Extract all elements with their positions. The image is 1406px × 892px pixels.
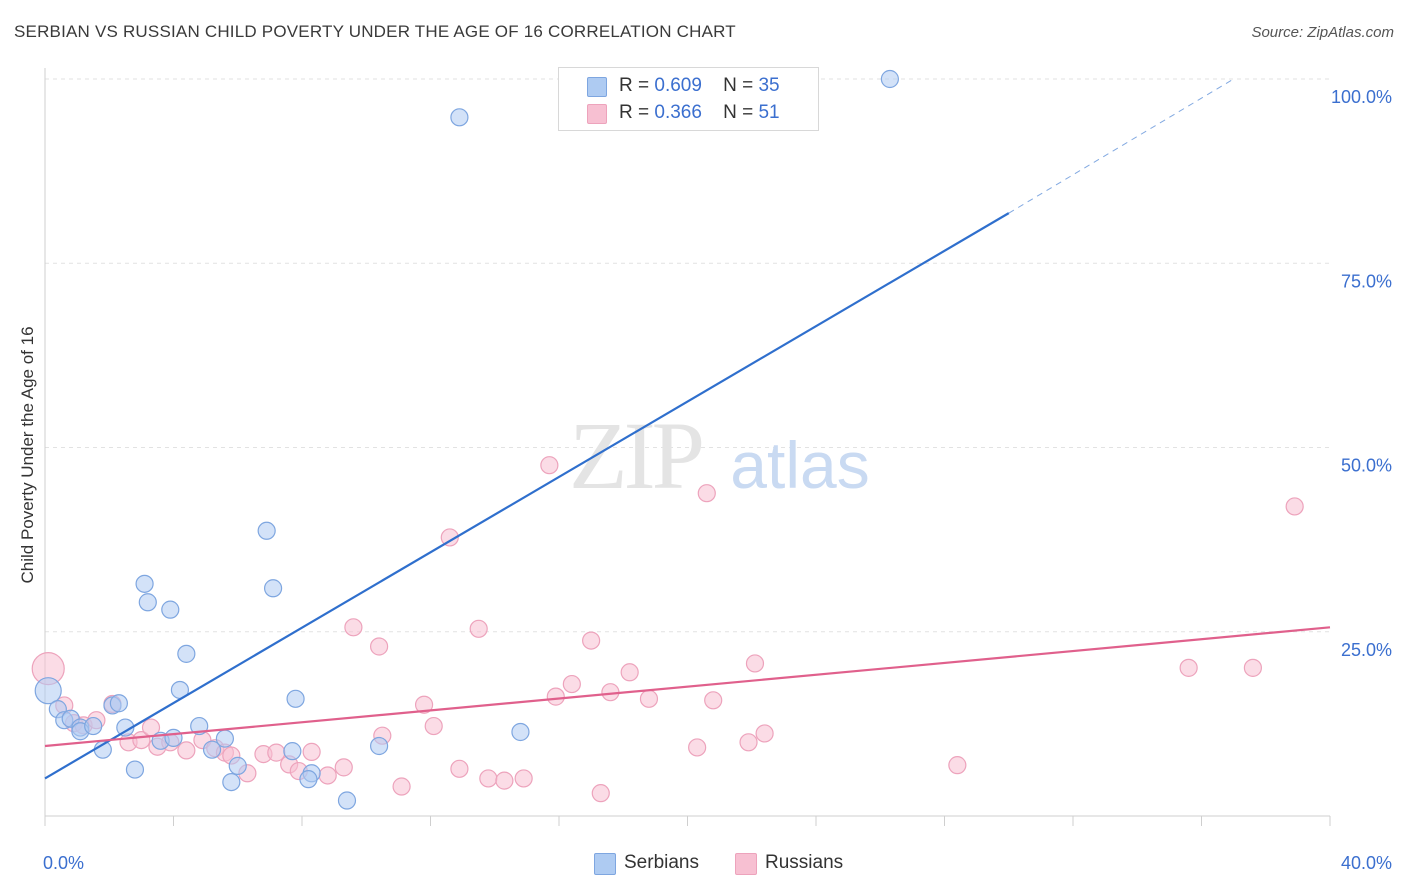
russians-point (704, 691, 723, 710)
y-tick-label: 25.0% (1341, 640, 1392, 660)
russians-n-value: 51 (758, 102, 780, 123)
x-tick-label: 40.0% (1341, 853, 1392, 873)
russians-swatch (587, 104, 607, 124)
serbians-n-label: N = (723, 75, 754, 96)
trend-lines (44, 78, 1331, 780)
serbians-point (161, 600, 180, 619)
russians-point (344, 618, 363, 637)
russians-point (1285, 497, 1304, 516)
russians-point (739, 733, 758, 752)
serbians-point (337, 791, 357, 810)
y-tick-label: 75.0% (1341, 271, 1392, 291)
russians-point (948, 756, 967, 775)
russians-point (546, 687, 565, 706)
serbians-point (511, 722, 530, 742)
serbians-point (263, 579, 283, 598)
tick-labels: 25.0% 50.0% 75.0% 100.0% 0.0% 40.0% (43, 87, 1392, 873)
serbians-legend-label: Serbians (624, 852, 699, 873)
russians-point (370, 637, 389, 656)
serbians-point (138, 593, 157, 612)
serbians-point (135, 574, 154, 593)
chart-title: SERBIAN VS RUSSIAN CHILD POVERTY UNDER T… (14, 22, 736, 41)
serbians-n-value: 35 (758, 75, 780, 96)
serbians-point (283, 742, 302, 761)
russians-point (514, 769, 533, 788)
serbians-point (125, 760, 145, 779)
grid (45, 78, 1330, 633)
russians-point (450, 759, 469, 778)
russians-point (620, 663, 639, 682)
serbians-point (228, 756, 247, 775)
serbians-point (299, 770, 318, 789)
serbians-point (84, 716, 103, 736)
serbians-legend-swatch (594, 853, 616, 875)
russians-point (1243, 658, 1263, 677)
serbians-point (34, 677, 62, 705)
russians-point (334, 758, 353, 777)
serbians-point (880, 69, 899, 89)
russians-point (424, 716, 443, 736)
russians-point (318, 766, 337, 785)
russians-point (392, 777, 411, 796)
y-tick-label: 100.0% (1331, 87, 1392, 107)
watermark-zip: ZIP (569, 402, 702, 509)
serbians-r-label: R = (619, 75, 650, 96)
serbians-point (177, 644, 196, 663)
russians-point (688, 738, 707, 757)
serbians-trend-line (44, 212, 1010, 780)
x-tick-label: 0.0% (43, 853, 84, 873)
russians-point (591, 784, 610, 803)
serbians-point (222, 772, 241, 792)
watermark-atlas: atlas (730, 428, 869, 502)
correlation-legend: R = 0.609 N = 35 R = 0.366 N = 51 (558, 67, 819, 131)
russians-trend-line (44, 626, 1331, 748)
russians-point (469, 619, 488, 638)
russians-n-label: N = (723, 102, 754, 123)
serbians-trend-extension (1008, 78, 1234, 214)
serbians-point (286, 689, 305, 708)
russians-point (479, 769, 498, 788)
russians-point (582, 631, 601, 650)
russians-point (562, 674, 581, 694)
serbians-r-value: 0.609 (654, 75, 702, 96)
serbians-point (109, 694, 128, 713)
serbians-point (215, 729, 234, 748)
russians-legend-label: Russians (765, 852, 844, 873)
russians-point (540, 456, 559, 475)
russians-point (697, 484, 716, 503)
russians-point (1179, 658, 1198, 677)
serbians-swatch (587, 77, 607, 97)
serbians-point (164, 728, 183, 747)
y-axis-label: Child Poverty Under the Age of 16 (18, 326, 37, 584)
russians-r-value: 0.366 (654, 102, 702, 123)
y-tick-label: 50.0% (1341, 456, 1392, 476)
russians-point (302, 742, 321, 761)
russians-r-label: R = (619, 102, 650, 123)
watermark: ZIP atlas (569, 402, 870, 509)
russians-point (440, 528, 459, 547)
russians-point (745, 654, 765, 673)
russians-point (639, 689, 659, 708)
serbians-point (202, 740, 222, 759)
serbians-point (450, 108, 469, 127)
russians-legend-swatch (735, 853, 757, 875)
serbians-points (34, 69, 899, 810)
russians-point (755, 724, 774, 743)
russians-point (414, 695, 434, 714)
source-label: Source: ZipAtlas.com (1251, 24, 1394, 41)
russians-point (177, 741, 196, 760)
serbians-point (257, 521, 276, 540)
serbians-point (370, 736, 389, 756)
russians-point (495, 771, 514, 790)
